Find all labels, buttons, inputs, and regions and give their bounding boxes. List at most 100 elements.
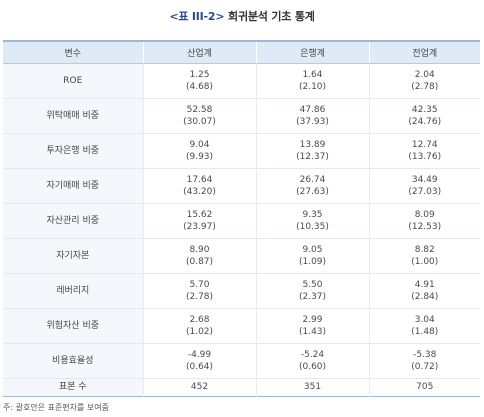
sample-count-industry: 452 [142, 378, 256, 396]
header-bank: 은행계 [255, 40, 369, 64]
value-cell-industry: 5.70 (2.78) [142, 273, 256, 308]
std-dev-value: (12.53) [408, 221, 442, 232]
mean-value: 2.68 [189, 314, 210, 325]
std-dev-value: (27.63) [296, 186, 329, 197]
table-title: 회귀분석 기초 통계 [228, 10, 315, 23]
statistics-table-container: 변수 산업계 은행계 전업계 ROE 1.25 (4.68) 1.64 (2.10) 2.… [3, 40, 480, 397]
value-cell-specialized: 8.09 (12.53) [368, 203, 480, 238]
std-dev-value: (9.93) [185, 151, 214, 162]
header-variable: 변수 [3, 40, 143, 64]
value-cell-industry: 52.58 (30.07) [142, 98, 256, 133]
value-cell-bank: 26.74 (27.63) [255, 168, 369, 203]
std-dev-value: (0.72) [411, 361, 439, 372]
table-row: 위험자산 비중 2.68 (1.02) 2.99 (1.43) 3.04 (1.48) [3, 308, 480, 343]
value-cell-industry: 17.64 (43.20) [142, 168, 256, 203]
mean-value: 52.58 [186, 104, 213, 115]
std-dev-value: (37.93) [296, 116, 329, 127]
sample-count-row: 표본 수 452 351 705 [3, 378, 480, 396]
header-industry: 산업계 [142, 40, 256, 64]
table-header: 변수 산업계 은행계 전업계 [3, 40, 480, 64]
mean-value: 8.09 [414, 209, 435, 220]
std-dev-value: (0.64) [185, 361, 214, 372]
std-dev-value: (1.02) [185, 326, 214, 337]
variable-name-cell: 표본 수 [3, 378, 143, 396]
mean-value: 42.35 [411, 104, 438, 115]
value-cell-industry: -4.99 (0.64) [142, 343, 256, 378]
mean-value: 2.99 [302, 314, 323, 325]
variable-name-cell: ROE [3, 63, 143, 98]
std-dev-value: (4.68) [185, 81, 214, 92]
mean-value: 34.49 [411, 174, 438, 185]
table-row: 자기매매 비중 17.64 (43.20) 26.74 (27.63) 34.49 (27.… [3, 168, 480, 203]
sample-count-bank: 351 [255, 378, 369, 396]
mean-value: 9.04 [189, 139, 210, 150]
mean-value: 17.64 [186, 174, 213, 185]
std-dev-value: (23.97) [183, 221, 216, 232]
mean-value: -4.99 [187, 349, 212, 360]
mean-value: 26.74 [299, 174, 326, 185]
mean-value: 4.91 [414, 279, 435, 290]
std-dev-value: (2.84) [411, 291, 439, 302]
std-dev-value: (1.43) [298, 326, 327, 337]
value-cell-specialized: 8.82 (1.00) [368, 238, 480, 273]
std-dev-value: (2.10) [298, 81, 327, 92]
variable-name-cell: 레버리지 [3, 273, 143, 308]
std-dev-value: (2.78) [185, 291, 214, 302]
mean-value: 1.25 [189, 69, 210, 80]
table-row: 자기자본 8.90 (0.87) 9.05 (1.09) 8.82 (1.00) [3, 238, 480, 273]
mean-value: 12.74 [411, 139, 438, 150]
table-row: 비용효율성 -4.99 (0.64) -5.24 (0.60) -5.38 (0.72) [3, 343, 480, 378]
value-cell-specialized: 3.04 (1.48) [368, 308, 480, 343]
value-cell-specialized: -5.38 (0.72) [368, 343, 480, 378]
statistics-table: 변수 산업계 은행계 전업계 ROE 1.25 (4.68) 1.64 (2.10) 2.… [3, 40, 480, 397]
std-dev-value: (30.07) [183, 116, 216, 127]
table-footnote: 주: 괄호안은 표준편차를 보여줌 [3, 403, 110, 412]
variable-name-cell: 위험자산 비중 [3, 308, 143, 343]
table-row: 자산관리 비중 15.62 (23.97) 9.35 (10.35) 8.09 (12.53… [3, 203, 480, 238]
mean-value: 15.62 [186, 209, 213, 220]
value-cell-specialized: 2.04 (2.78) [368, 63, 480, 98]
sample-count-specialized: 705 [368, 378, 480, 396]
value-cell-specialized: 34.49 (27.03) [368, 168, 480, 203]
table-row: 레버리지 5.70 (2.78) 5.50 (2.37) 4.91 (2.84) [3, 273, 480, 308]
mean-value: -5.24 [300, 349, 325, 360]
value-cell-bank: 47.86 (37.93) [255, 98, 369, 133]
mean-value: 5.50 [302, 279, 323, 290]
value-cell-industry: 2.68 (1.02) [142, 308, 256, 343]
table-row: ROE 1.25 (4.68) 1.64 (2.10) 2.04 (2.78) [3, 63, 480, 98]
std-dev-value: (10.35) [296, 221, 329, 232]
value-cell-bank: 1.64 (2.10) [255, 63, 369, 98]
variable-name-cell: 위탁매매 비중 [3, 98, 143, 133]
variable-name-cell: 자기자본 [3, 238, 143, 273]
std-dev-value: (27.03) [408, 186, 442, 197]
table-row: 위탁매매 비중 52.58 (30.07) 47.86 (37.93) 42.35 (24.… [3, 98, 480, 133]
mean-value: 8.90 [189, 244, 210, 255]
table-caption: <표 III-2> 회귀분석 기초 통계 [0, 8, 484, 24]
value-cell-bank: 9.05 (1.09) [255, 238, 369, 273]
mean-value: 5.70 [189, 279, 210, 290]
variable-name-cell: 자산관리 비중 [3, 203, 143, 238]
std-dev-value: (2.37) [298, 291, 327, 302]
std-dev-value: (1.09) [298, 256, 327, 267]
mean-value: 47.86 [299, 104, 326, 115]
value-cell-specialized: 12.74 (13.76) [368, 133, 480, 168]
mean-value: 8.82 [414, 244, 435, 255]
variable-name-cell: 비용효율성 [3, 343, 143, 378]
mean-value: 9.05 [302, 244, 323, 255]
mean-value: -5.38 [413, 349, 437, 360]
value-cell-bank: 2.99 (1.43) [255, 308, 369, 343]
std-dev-value: (12.37) [296, 151, 329, 162]
value-cell-industry: 1.25 (4.68) [142, 63, 256, 98]
std-dev-value: (43.20) [183, 186, 216, 197]
std-dev-value: (24.76) [408, 116, 442, 127]
mean-value: 3.04 [414, 314, 435, 325]
value-cell-specialized: 42.35 (24.76) [368, 98, 480, 133]
value-cell-bank: 9.35 (10.35) [255, 203, 369, 238]
value-cell-bank: 13.89 (12.37) [255, 133, 369, 168]
value-cell-industry: 15.62 (23.97) [142, 203, 256, 238]
std-dev-value: (2.78) [411, 81, 439, 92]
mean-value: 2.04 [414, 69, 435, 80]
std-dev-value: (13.76) [408, 151, 442, 162]
mean-value: 9.35 [302, 209, 323, 220]
value-cell-bank: -5.24 (0.60) [255, 343, 369, 378]
